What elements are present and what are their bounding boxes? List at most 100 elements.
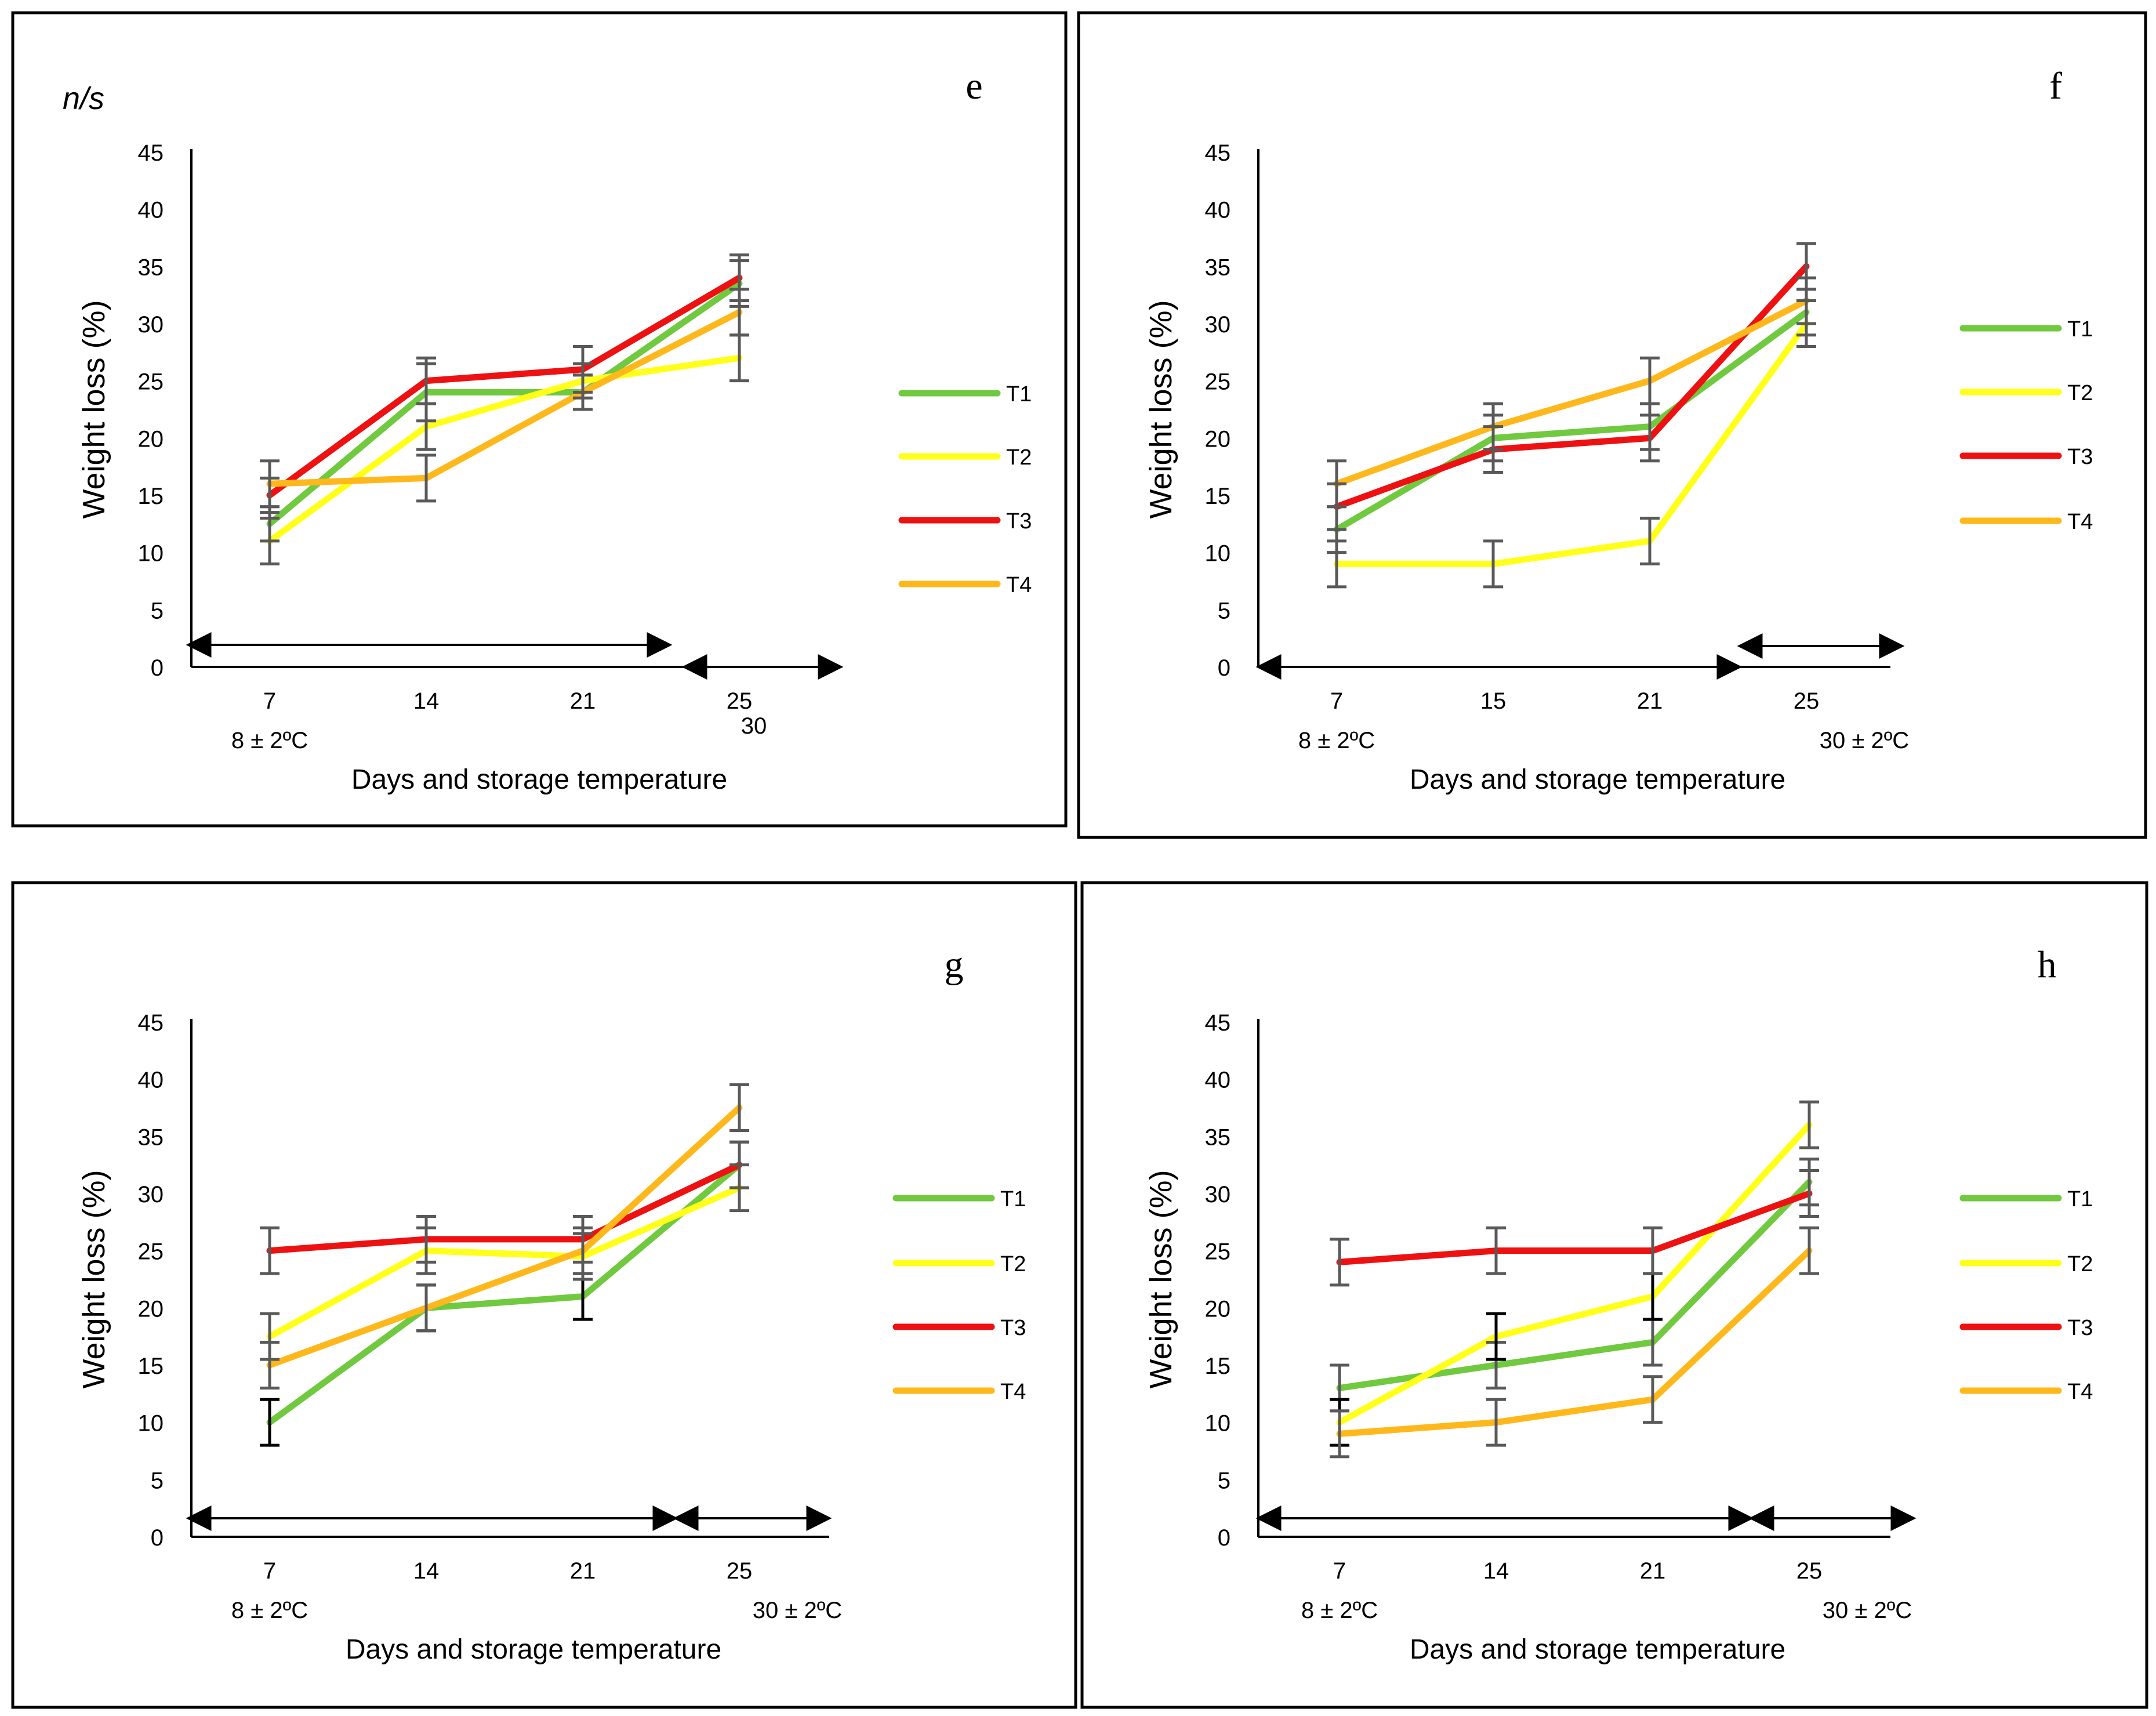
y-tick-label: 15 [1205,484,1231,509]
series-line-t1 [266,280,743,527]
series-line-t2 [1336,1122,1813,1426]
legend-label-t4: T4 [2067,1380,2093,1404]
corner-note: n/s [63,81,104,116]
x-tick-label: 7 [263,688,276,714]
series-line-t4 [1333,298,1810,487]
series-line-t3 [1336,1190,1813,1265]
x-tick-label: 25 [1796,1558,1823,1584]
y-axis-label: Weight loss (%) [77,300,111,518]
legend-label-t4: T4 [1006,573,1032,597]
temp-label-warm: 30 ± 2ºC [1823,1598,1912,1623]
series-line-t2 [266,1184,743,1340]
x-tick-label: 7 [1333,1558,1346,1584]
temp-label-warm: 30 ± 2ºC [753,1598,842,1623]
panel-frame [11,881,1077,1709]
x-axis-label: Days and storage temperature [346,1634,721,1665]
series-line-t1 [266,1162,743,1426]
y-tick-label: 35 [138,1124,164,1150]
y-tick-label: 40 [1205,198,1231,223]
y-tick-label: 15 [138,484,164,509]
panel-letter: g [945,944,964,986]
x-tick-label: 15 [1480,688,1507,714]
legend-label-t2: T2 [1006,445,1032,470]
panel-frame [1080,881,2148,1709]
temp-label-cold: 8 ± 2ºC [231,1598,308,1623]
legend-label-t3: T3 [2067,1316,2093,1340]
series-line-t2 [1333,320,1810,567]
x-tick-label: 25 [727,1558,753,1584]
x-tick-label: 21 [570,688,596,714]
y-tick-label: 0 [151,655,164,681]
x-tick-label: 25 [1794,688,1820,714]
label-clip-mask [710,734,803,757]
y-tick-label: 45 [138,1010,164,1036]
y-tick-label: 40 [1205,1068,1231,1093]
series-line-t2 [266,354,743,545]
y-tick-label: 0 [151,1525,164,1551]
y-tick-label: 30 [138,312,164,338]
y-tick-label: 0 [1218,655,1231,681]
chart-panel-h: h 0 5 10 15 20 25 30 35 40 45 Weight loss (%) 7 14 21 2… [1080,881,2148,1709]
y-tick-label: 5 [151,1468,164,1493]
legend-label-t1: T1 [1006,382,1032,407]
panel-letter: h [2038,944,2057,986]
series-line-t1 [1333,309,1810,533]
y-tick-label: 35 [138,255,164,280]
y-tick-label: 25 [1205,1239,1231,1265]
y-tick-label: 20 [138,1296,164,1322]
y-axis-label: Weight loss (%) [77,1170,111,1388]
y-tick-label: 30 [1205,312,1231,338]
x-tick-label: 21 [1640,1558,1666,1584]
temp-label-cold: 8 ± 2ºC [1301,1598,1378,1623]
legend-label-t2: T2 [1000,1252,1026,1276]
legend-label-t3: T3 [2067,445,2093,469]
y-tick-label: 5 [151,598,164,623]
y-tick-label: 25 [138,1239,164,1265]
y-tick-label: 30 [1205,1182,1231,1207]
series-line-t3 [266,1162,743,1254]
y-tick-label: 10 [138,1411,164,1436]
x-tick-label: 7 [1330,688,1343,714]
y-tick-label: 30 [138,1182,164,1207]
y-tick-label: 25 [138,369,164,395]
chart-panel-g: g 0 5 10 15 20 25 30 35 40 45 Weight loss (%) 7 14 21 2… [11,881,1077,1709]
y-axis-label: Weight loss (%) [1144,300,1178,518]
y-tick-label: 40 [138,1068,164,1093]
y-tick-label: 45 [1205,140,1231,166]
temp-label-cold: 8 ± 2ºC [1298,728,1375,753]
series-line-t4 [266,1104,743,1369]
y-tick-label: 10 [1205,541,1231,567]
y-tick-label: 20 [1205,426,1231,452]
x-axis-label: Days and storage temperature [1410,1634,1785,1665]
y-tick-label: 15 [1205,1354,1231,1379]
series-line-t3 [266,274,743,499]
temp-label-warm: 30 ± 2ºC [1820,728,1909,753]
y-tick-label: 45 [138,140,164,166]
x-tick-label: 14 [413,1558,440,1584]
x-axis-label: Days and storage temperature [351,764,727,795]
chart-panel-e: e n/s 0 5 10 15 20 25 30 35 40 45 Weight loss (%) 7 14… [11,11,1068,828]
y-tick-label: 20 [1205,1296,1231,1322]
y-tick-label: 5 [1218,598,1231,623]
legend-label-t1: T1 [2067,317,2093,342]
x-tick-label: 21 [1637,688,1663,714]
legend-label-t3: T3 [1006,509,1032,534]
temp-label-cold: 8 ± 2ºC [231,728,308,753]
y-tick-label: 5 [1218,1468,1231,1493]
legend-label-t4: T4 [2067,510,2093,534]
panel-frame [11,11,1068,828]
series-line-t4 [1336,1247,1813,1437]
legend-label-t1: T1 [2067,1187,2093,1211]
y-tick-label: 15 [138,1354,164,1379]
x-tick-label: 14 [413,688,440,714]
x-tick-label: 14 [1483,1558,1509,1584]
series-line-t3 [1333,263,1810,510]
x-axis-label: Days and storage temperature [1410,764,1785,795]
legend-label-t4: T4 [1000,1380,1026,1404]
y-tick-label: 20 [138,426,164,452]
y-tick-label: 25 [1205,369,1231,395]
y-tick-label: 35 [1205,255,1231,280]
panel-frame [1077,11,2147,839]
x-tick-label: 7 [263,1558,276,1584]
